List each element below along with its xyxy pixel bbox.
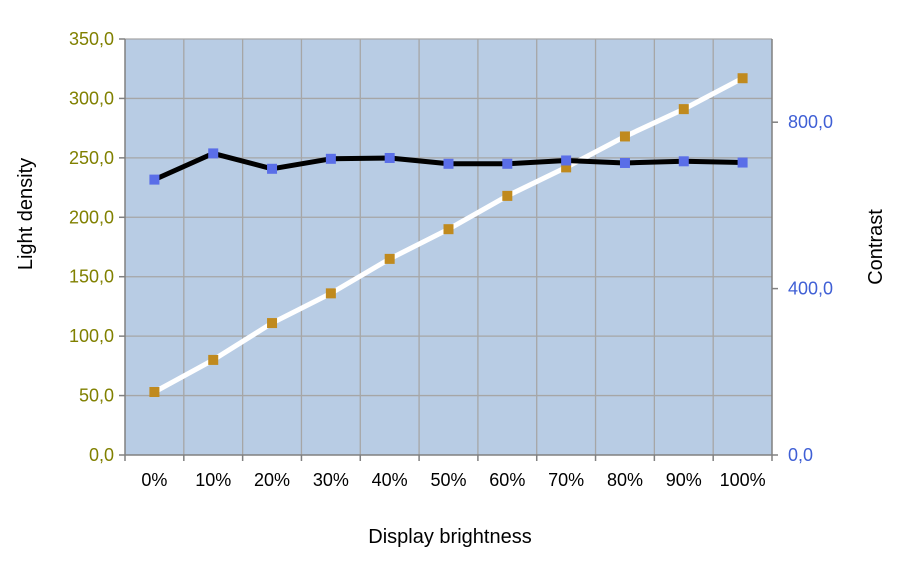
data-point bbox=[737, 157, 748, 168]
x-tick-label: 30% bbox=[313, 470, 349, 490]
y-tick-label: 300,0 bbox=[69, 88, 114, 108]
data-point bbox=[561, 155, 572, 166]
y-tick-label: 350,0 bbox=[69, 29, 114, 49]
ticks: 0,0 50,0 100,0 150,0 200,0 250,0 300,0 350,0 0,0… bbox=[69, 29, 833, 490]
data-point bbox=[737, 73, 748, 84]
data-point bbox=[384, 253, 395, 264]
grid bbox=[125, 38, 772, 455]
data-point bbox=[502, 190, 513, 201]
data-point bbox=[149, 174, 160, 185]
data-point bbox=[325, 288, 336, 299]
axes bbox=[124, 39, 773, 456]
data-point bbox=[267, 318, 278, 329]
x-tick-label: 20% bbox=[254, 470, 290, 490]
x-tick-label: 50% bbox=[430, 470, 466, 490]
x-tick-label: 40% bbox=[372, 470, 408, 490]
y-tick-label: 250,0 bbox=[69, 148, 114, 168]
x-tick-label: 90% bbox=[666, 470, 702, 490]
x-axis-title: Display brightness bbox=[368, 526, 531, 548]
x-tick-label: 60% bbox=[489, 470, 525, 490]
y-tick-label: 50,0 bbox=[79, 386, 114, 406]
data-point bbox=[267, 163, 278, 174]
y2-tick-label: 0,0 bbox=[788, 445, 813, 465]
y-tick-label: 0,0 bbox=[89, 445, 114, 465]
x-tick-label: 80% bbox=[607, 470, 643, 490]
x-tick-label: 100% bbox=[720, 470, 766, 490]
data-point bbox=[619, 131, 630, 142]
data-point bbox=[619, 157, 630, 168]
x-tick-label: 0% bbox=[141, 470, 167, 490]
plot-area bbox=[125, 39, 772, 455]
data-point bbox=[561, 162, 572, 173]
series-layer bbox=[149, 73, 748, 398]
data-point bbox=[149, 387, 160, 398]
y-tick-label: 150,0 bbox=[69, 267, 114, 287]
data-point bbox=[502, 158, 513, 169]
y2-tick-label: 800,0 bbox=[788, 112, 833, 132]
data-point bbox=[678, 156, 689, 167]
data-point bbox=[443, 224, 454, 235]
x-tick-label: 10% bbox=[195, 470, 231, 490]
data-point bbox=[443, 158, 454, 169]
y2-tick-label: 400,0 bbox=[788, 279, 833, 299]
x-tick-label: 70% bbox=[548, 470, 584, 490]
data-point bbox=[678, 104, 689, 115]
y-tick-label: 200,0 bbox=[69, 207, 114, 227]
y2-axis-title: Contrast bbox=[865, 209, 887, 285]
data-point bbox=[384, 152, 395, 163]
y-axis-title: Light density bbox=[15, 158, 37, 270]
data-point bbox=[208, 354, 219, 365]
data-point bbox=[325, 153, 336, 164]
data-point bbox=[208, 148, 219, 159]
y-tick-label: 100,0 bbox=[69, 326, 114, 346]
